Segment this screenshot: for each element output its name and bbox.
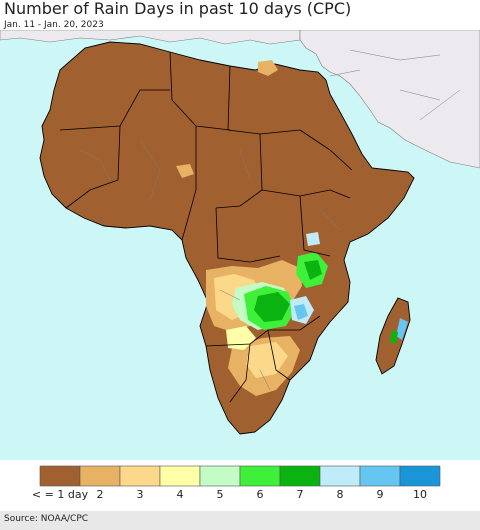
madagascar-green [390,330,398,344]
legend-label-2: 2 [96,488,104,501]
zone-2-days-sahel-patch [176,164,194,178]
footer: Source: NOAA/CPC [0,511,480,530]
legend-swatch-6 [239,465,281,487]
europe-landmass [0,30,301,45]
legend-label-9: 9 [376,488,384,501]
zone-7-days-east [304,260,322,280]
legend-swatch-2 [79,465,121,487]
legend-label-10: 10 [413,488,427,501]
africa-rain-days-map [0,30,480,460]
africa-dry-region [39,41,415,435]
zone-8-days-lake [306,232,320,246]
legend-swatch-8 [319,465,361,487]
legend-swatch-4 [159,465,201,487]
legend-label-5: 5 [216,488,224,501]
date-range: Jan. 11 - Jan. 20, 2023 [4,20,104,30]
zone-2-days-north-patch [258,60,278,76]
country-borders [59,51,353,403]
zone-7-days [254,292,290,322]
middle-east-landmass [299,30,480,169]
legend-label-6: 6 [256,488,264,501]
legend-label-8: 8 [336,488,344,501]
legend-swatch-1 [39,465,81,487]
inner-borders [79,139,341,391]
legend-swatch-5 [199,465,241,487]
legend-swatch-9 [359,465,401,487]
legend-label-7: 7 [296,488,304,501]
legend-label-1: < = 1 day [31,488,89,501]
map-title: Number of Rain Days in past 10 days (CPC… [4,0,352,18]
legend-label-4: 4 [176,488,184,501]
legend [39,465,441,487]
zone-3-days-southeast [246,342,288,378]
zone-9-days [294,304,308,320]
legend-swatch-7 [279,465,321,487]
legend-label-3: 3 [136,488,144,501]
legend-swatch-10 [399,465,441,487]
madagascar-east-wet [396,318,408,340]
legend-swatch-3 [119,465,161,487]
madagascar-outside-region [329,49,461,121]
source-credit: Source: NOAA/CPC [4,514,89,524]
